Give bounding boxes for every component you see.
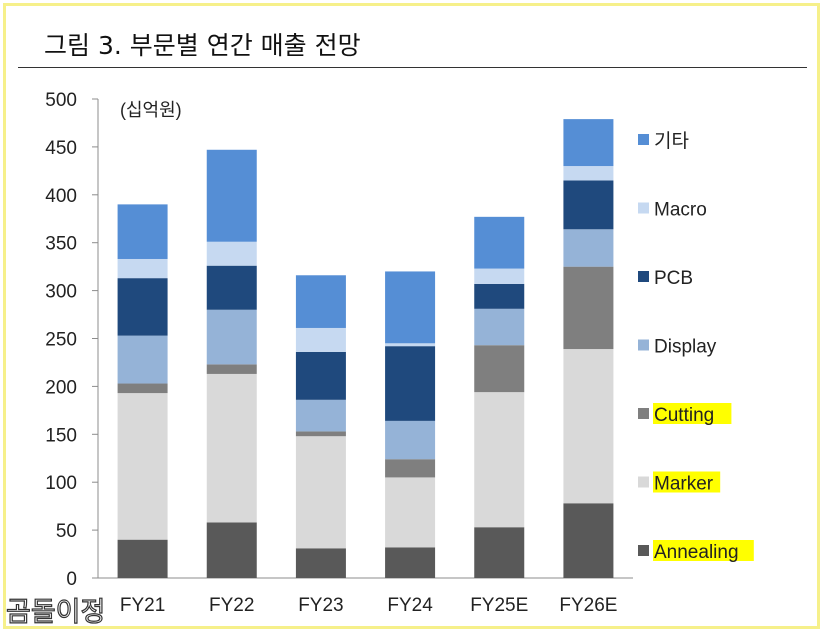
legend-highlight (653, 403, 732, 424)
bar-segment (385, 271, 436, 344)
unit-label: (십억원) (120, 100, 182, 120)
legend-label: Marker (654, 474, 714, 495)
x-tick-label: FY24 (387, 595, 433, 616)
title-divider (18, 67, 807, 68)
legend-label: Display (654, 337, 717, 358)
y-tick-label: 200 (45, 377, 77, 398)
x-tick-label: FY22 (209, 595, 254, 616)
bar-segment (474, 216, 525, 269)
bar-segment (206, 373, 257, 523)
bar-segment (563, 503, 614, 578)
bar-segment (474, 392, 525, 528)
watermark: 곰돌이정 (5, 596, 106, 628)
bar-segment (117, 278, 168, 336)
bar-segment (295, 275, 346, 328)
bar-segment (474, 527, 525, 578)
legend-swatch (638, 271, 649, 282)
y-tick-label: 400 (45, 186, 77, 207)
legend-highlight (653, 471, 721, 493)
bar-segment (474, 308, 525, 346)
y-tick-label: 350 (45, 234, 77, 255)
legend-label: Annealing (654, 542, 739, 563)
bar-segment (295, 327, 346, 352)
bar-segment (295, 548, 346, 578)
bar-segment (206, 265, 257, 310)
bar-segment (385, 547, 436, 578)
legend-label: Macro (654, 200, 707, 221)
x-tick-label: FY26E (559, 595, 617, 616)
legend-swatch (638, 545, 649, 556)
bar-segment (563, 266, 614, 350)
legend-swatch (638, 134, 649, 145)
legend-swatch (638, 339, 649, 351)
figure-frame (3, 3, 820, 629)
bar-segment (563, 119, 614, 167)
bar-segment (295, 399, 346, 432)
bar-segment (385, 346, 436, 421)
bar-segment (474, 283, 525, 309)
legend-swatch (638, 202, 649, 214)
bar-segment (563, 180, 614, 230)
bar-segment (206, 309, 257, 365)
bar-segment (385, 420, 436, 460)
y-tick-label: 100 (45, 473, 77, 494)
legend-swatch (638, 408, 649, 419)
bar-segment (563, 229, 614, 267)
bar-segment (563, 349, 614, 504)
y-tick-label: 150 (45, 425, 77, 446)
bar-segment (385, 343, 436, 347)
legend-swatch (638, 476, 649, 488)
bar-segment (206, 241, 257, 266)
y-tick-label: 250 (45, 330, 77, 351)
y-tick-label: 450 (45, 138, 77, 159)
x-tick-label: FY23 (298, 595, 343, 616)
legend-highlight (653, 540, 754, 561)
x-tick-label: FY25E (470, 595, 528, 616)
bar-segment (295, 436, 346, 549)
bar-segment (117, 383, 168, 394)
y-tick-label: 300 (45, 282, 77, 303)
x-tick-label: FY21 (120, 595, 165, 616)
bar-segment (117, 539, 168, 578)
bar-segment (295, 431, 346, 437)
bar-segment (117, 393, 168, 540)
bar-segment (474, 345, 525, 393)
y-tick-label: 50 (56, 521, 77, 542)
bar-segment (206, 364, 257, 374)
legend-label: 기타 (654, 130, 689, 152)
bar-segment (117, 335, 168, 384)
bar-segment (117, 204, 168, 259)
y-tick-label: 500 (45, 90, 77, 111)
bar-segment (117, 258, 168, 279)
y-tick-label: 0 (66, 569, 77, 590)
bar-segment (474, 268, 525, 284)
bar-segment (206, 149, 257, 242)
bar-segment (385, 459, 436, 478)
bar-segment (563, 166, 614, 181)
figure-title: 그림 3. 부문별 연간 매출 전망 (44, 31, 361, 60)
legend-label: Cutting (654, 405, 714, 426)
legend-label: PCB (654, 268, 693, 289)
bar-segment (385, 477, 436, 548)
bar-segment (206, 522, 257, 578)
bar-segment (295, 351, 346, 400)
